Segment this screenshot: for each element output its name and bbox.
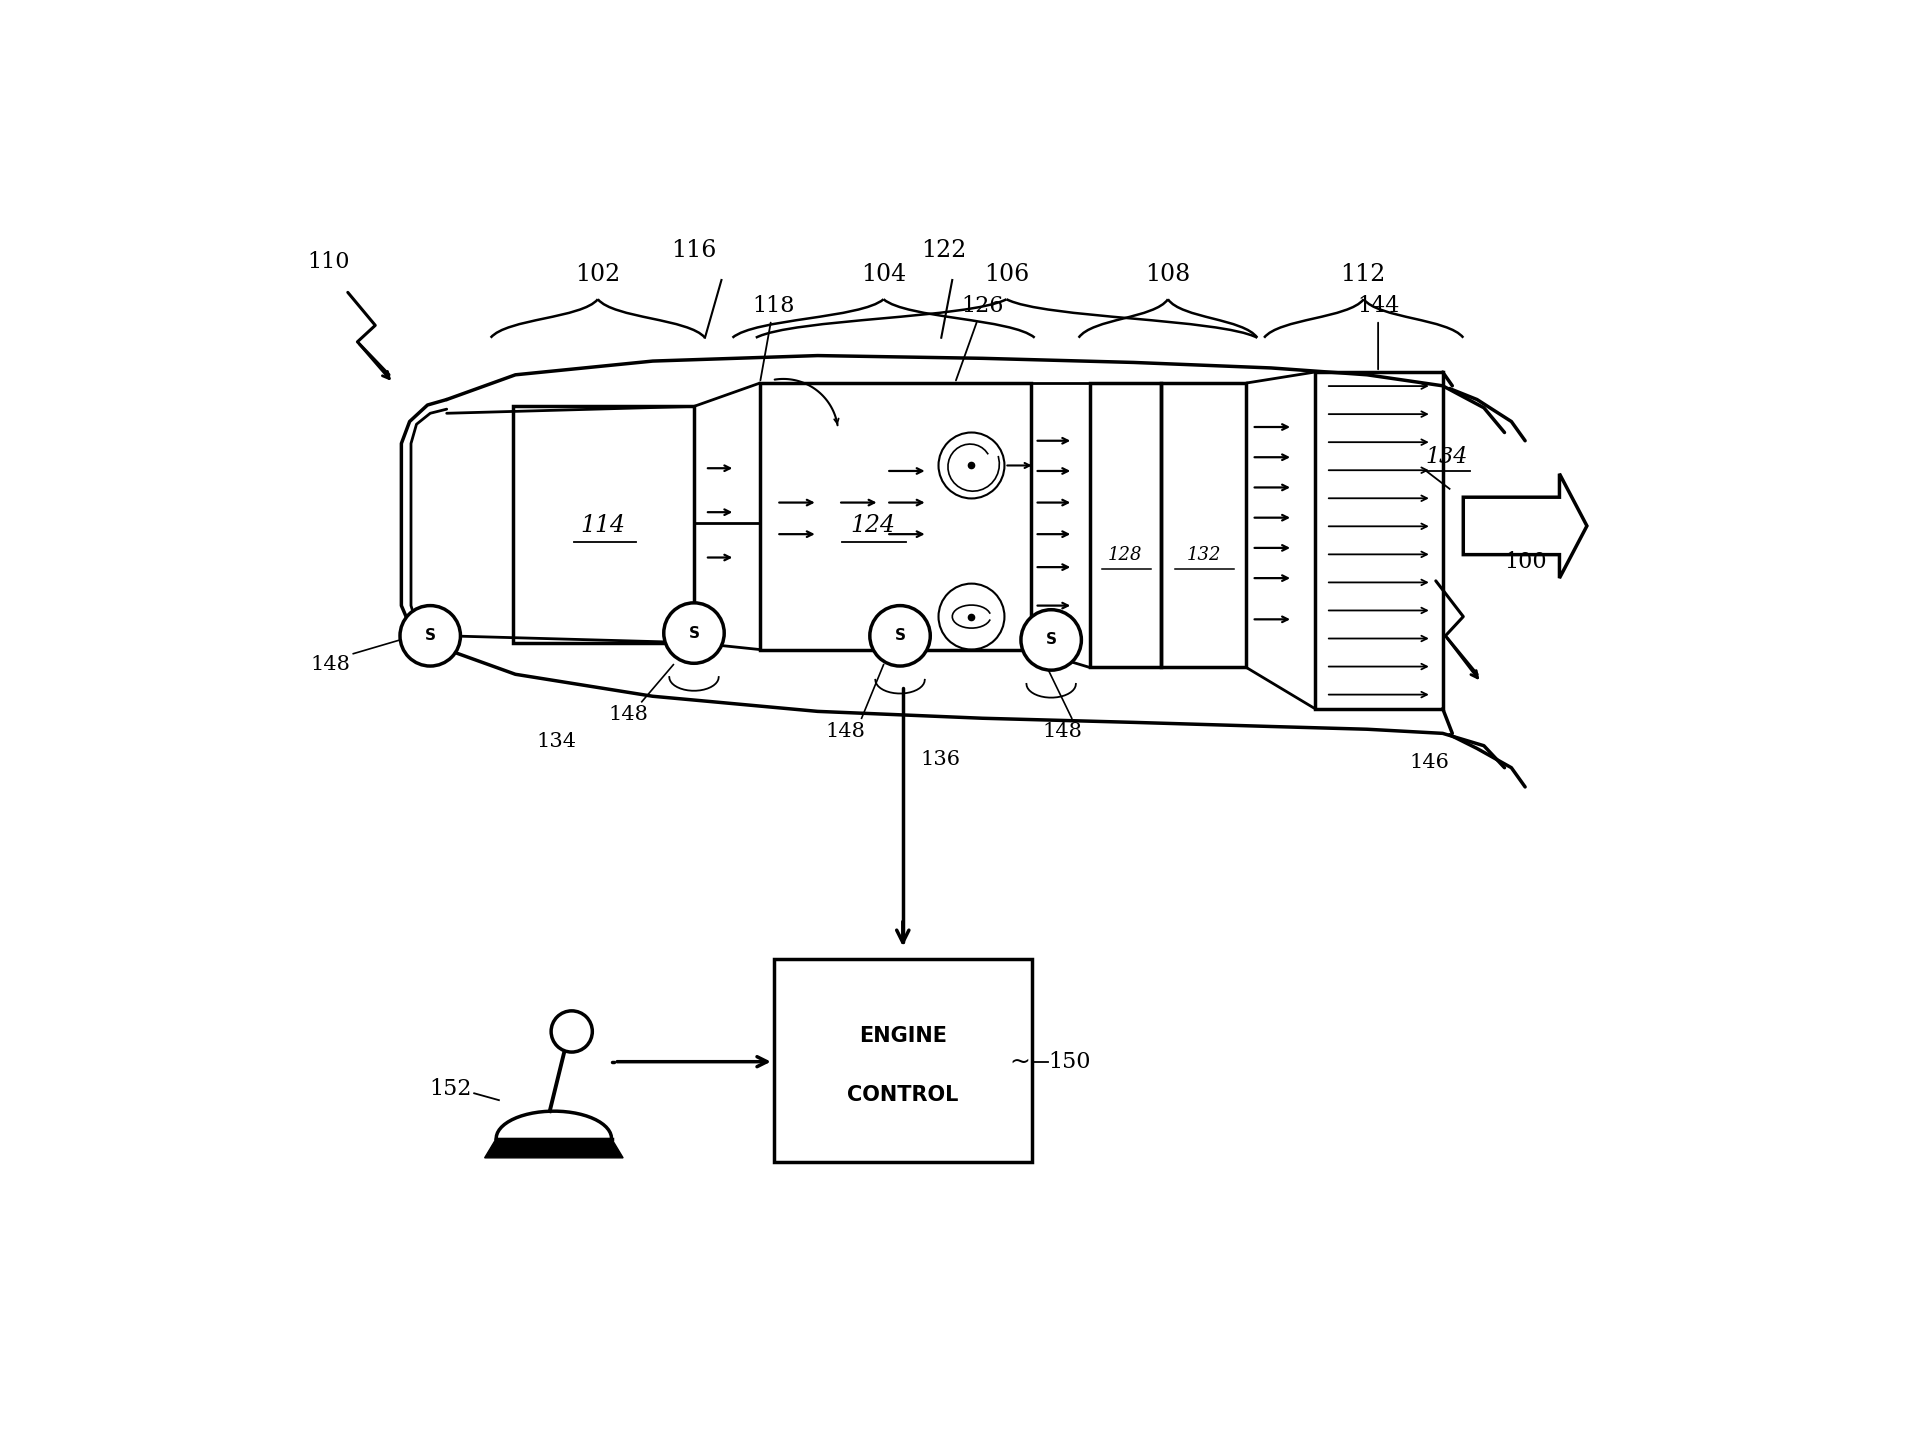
Text: 146: 146 [1410, 753, 1450, 771]
Text: 148: 148 [1043, 723, 1083, 741]
Bar [1314, 372, 1442, 708]
Text: 100: 100 [1505, 551, 1547, 572]
Text: 128: 128 [1108, 545, 1142, 564]
Text: S: S [894, 628, 905, 644]
Text: 148: 148 [311, 655, 351, 674]
Bar [512, 406, 693, 643]
Text: 132: 132 [1186, 545, 1220, 564]
Polygon shape [485, 1139, 623, 1158]
Text: 150: 150 [1049, 1050, 1091, 1073]
Text: 118: 118 [753, 295, 795, 381]
Bar [1161, 384, 1245, 667]
Text: 152: 152 [430, 1078, 472, 1100]
Circle shape [665, 602, 724, 664]
Circle shape [552, 1010, 592, 1052]
Bar [774, 959, 1031, 1162]
Text: 102: 102 [575, 262, 621, 286]
Text: 106: 106 [984, 262, 1029, 286]
Text: 148: 148 [607, 704, 647, 724]
Text: S: S [424, 628, 435, 644]
Polygon shape [497, 1112, 611, 1139]
Bar [1089, 384, 1161, 667]
Text: 126: 126 [955, 295, 1003, 381]
Bar [760, 384, 1031, 650]
Text: S: S [1045, 633, 1056, 647]
Text: CONTROL: CONTROL [848, 1085, 959, 1105]
Text: 108: 108 [1146, 262, 1190, 286]
Circle shape [1022, 610, 1081, 670]
Text: 136: 136 [921, 750, 961, 768]
Text: 148: 148 [825, 723, 865, 741]
Text: 116: 116 [670, 239, 716, 262]
Text: 114: 114 [581, 514, 626, 538]
Text: 134: 134 [1425, 446, 1469, 468]
Text: ENGINE: ENGINE [860, 1026, 947, 1046]
Text: 144: 144 [1356, 295, 1400, 369]
Text: 134: 134 [537, 733, 577, 751]
Text: 122: 122 [921, 239, 966, 262]
Text: 110: 110 [308, 252, 350, 273]
Text: ~: ~ [1010, 1050, 1031, 1073]
Text: 112: 112 [1341, 262, 1385, 286]
Circle shape [399, 605, 460, 665]
Text: S: S [688, 625, 699, 641]
Circle shape [869, 605, 930, 665]
Text: 104: 104 [861, 262, 905, 286]
Text: 124: 124 [850, 514, 896, 538]
